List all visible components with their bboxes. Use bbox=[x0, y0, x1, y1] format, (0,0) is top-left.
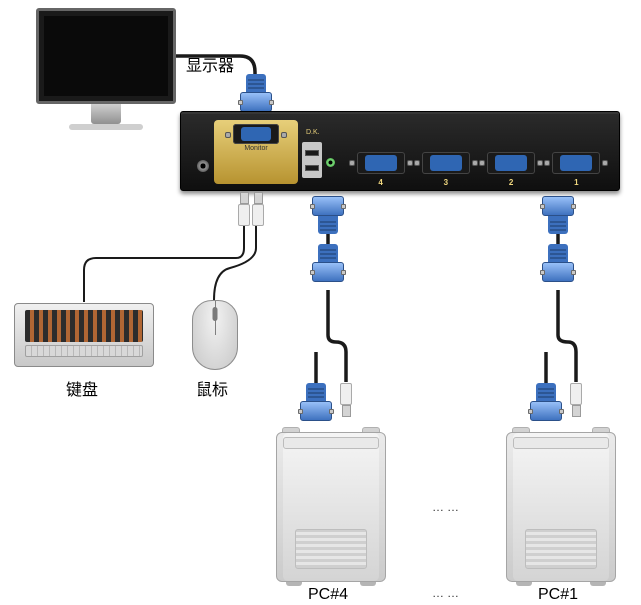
keyboard-label: 键盘 bbox=[66, 376, 98, 400]
usb-plug-mouse bbox=[252, 192, 264, 226]
port-number-2: 2 bbox=[487, 178, 535, 187]
pc1-label: PC#1 bbox=[538, 586, 578, 604]
vga-port-4 bbox=[357, 152, 405, 174]
cable-keyboard bbox=[84, 201, 244, 302]
pc1-grille bbox=[525, 529, 597, 569]
monitor-screen bbox=[36, 8, 176, 104]
port-number-3: 3 bbox=[422, 178, 470, 187]
monitor-stand bbox=[91, 104, 121, 124]
ellipsis-top: …… bbox=[432, 500, 462, 514]
vga-connector-monitor bbox=[240, 74, 272, 116]
usb-plug-keyboard bbox=[238, 192, 250, 226]
ellipsis-bottom: …… bbox=[432, 586, 462, 600]
keyboard-keys-colored bbox=[25, 310, 143, 342]
vga-port-2 bbox=[487, 152, 535, 174]
vga-connector-port4-top bbox=[312, 196, 344, 238]
cable-pc4-down bbox=[328, 290, 346, 382]
mouse-label: 鼠标 bbox=[196, 376, 228, 400]
kvm-monitor-port-label: Monitor bbox=[244, 145, 267, 152]
kvm-monitor-section: Monitor bbox=[214, 120, 298, 184]
vga-port-3-wrap: 3 bbox=[422, 152, 470, 187]
vga-port-4-wrap: 4 bbox=[357, 152, 405, 187]
vga-port-1-wrap: 1 bbox=[552, 152, 600, 187]
keyboard-device bbox=[14, 303, 154, 367]
kvm-switch: Monitor D.K. 4 3 2 1 bbox=[180, 111, 620, 191]
kvm-input-ports: 4 3 2 1 bbox=[348, 152, 609, 187]
keyboard-keys-bottom bbox=[25, 345, 143, 357]
port-number-1: 1 bbox=[552, 178, 600, 187]
vga-connector-pc1 bbox=[530, 383, 562, 425]
vga-connector-port4-mid bbox=[312, 244, 344, 286]
usb-connector-pc1 bbox=[570, 383, 582, 417]
dk-label: D.K. bbox=[306, 129, 320, 136]
usb-connector-pc4 bbox=[340, 383, 352, 417]
vga-connector-pc4 bbox=[300, 383, 332, 425]
vga-port-1 bbox=[552, 152, 600, 174]
vga-connector-port1-mid bbox=[542, 244, 574, 286]
monitor-label: 显示器 bbox=[186, 52, 234, 76]
monitor-base bbox=[69, 124, 143, 130]
vga-port-3 bbox=[422, 152, 470, 174]
pc4-label: PC#4 bbox=[308, 586, 348, 604]
pc1-tower bbox=[506, 432, 616, 582]
vga-connector-port1-top bbox=[542, 196, 574, 238]
power-jack bbox=[197, 160, 209, 172]
audio-jack bbox=[326, 158, 335, 167]
monitor-device bbox=[36, 8, 176, 136]
pc4-tower bbox=[276, 432, 386, 582]
pc4-grille bbox=[295, 529, 367, 569]
mouse-device bbox=[192, 300, 238, 370]
cable-pc1-down bbox=[558, 290, 576, 382]
usb-slot-1 bbox=[305, 150, 319, 156]
port-number-4: 4 bbox=[357, 178, 405, 187]
vga-port-2-wrap: 2 bbox=[487, 152, 535, 187]
usb-slot-2 bbox=[305, 165, 319, 171]
usb-hub bbox=[302, 142, 322, 178]
vga-port-monitor-out bbox=[233, 124, 279, 144]
